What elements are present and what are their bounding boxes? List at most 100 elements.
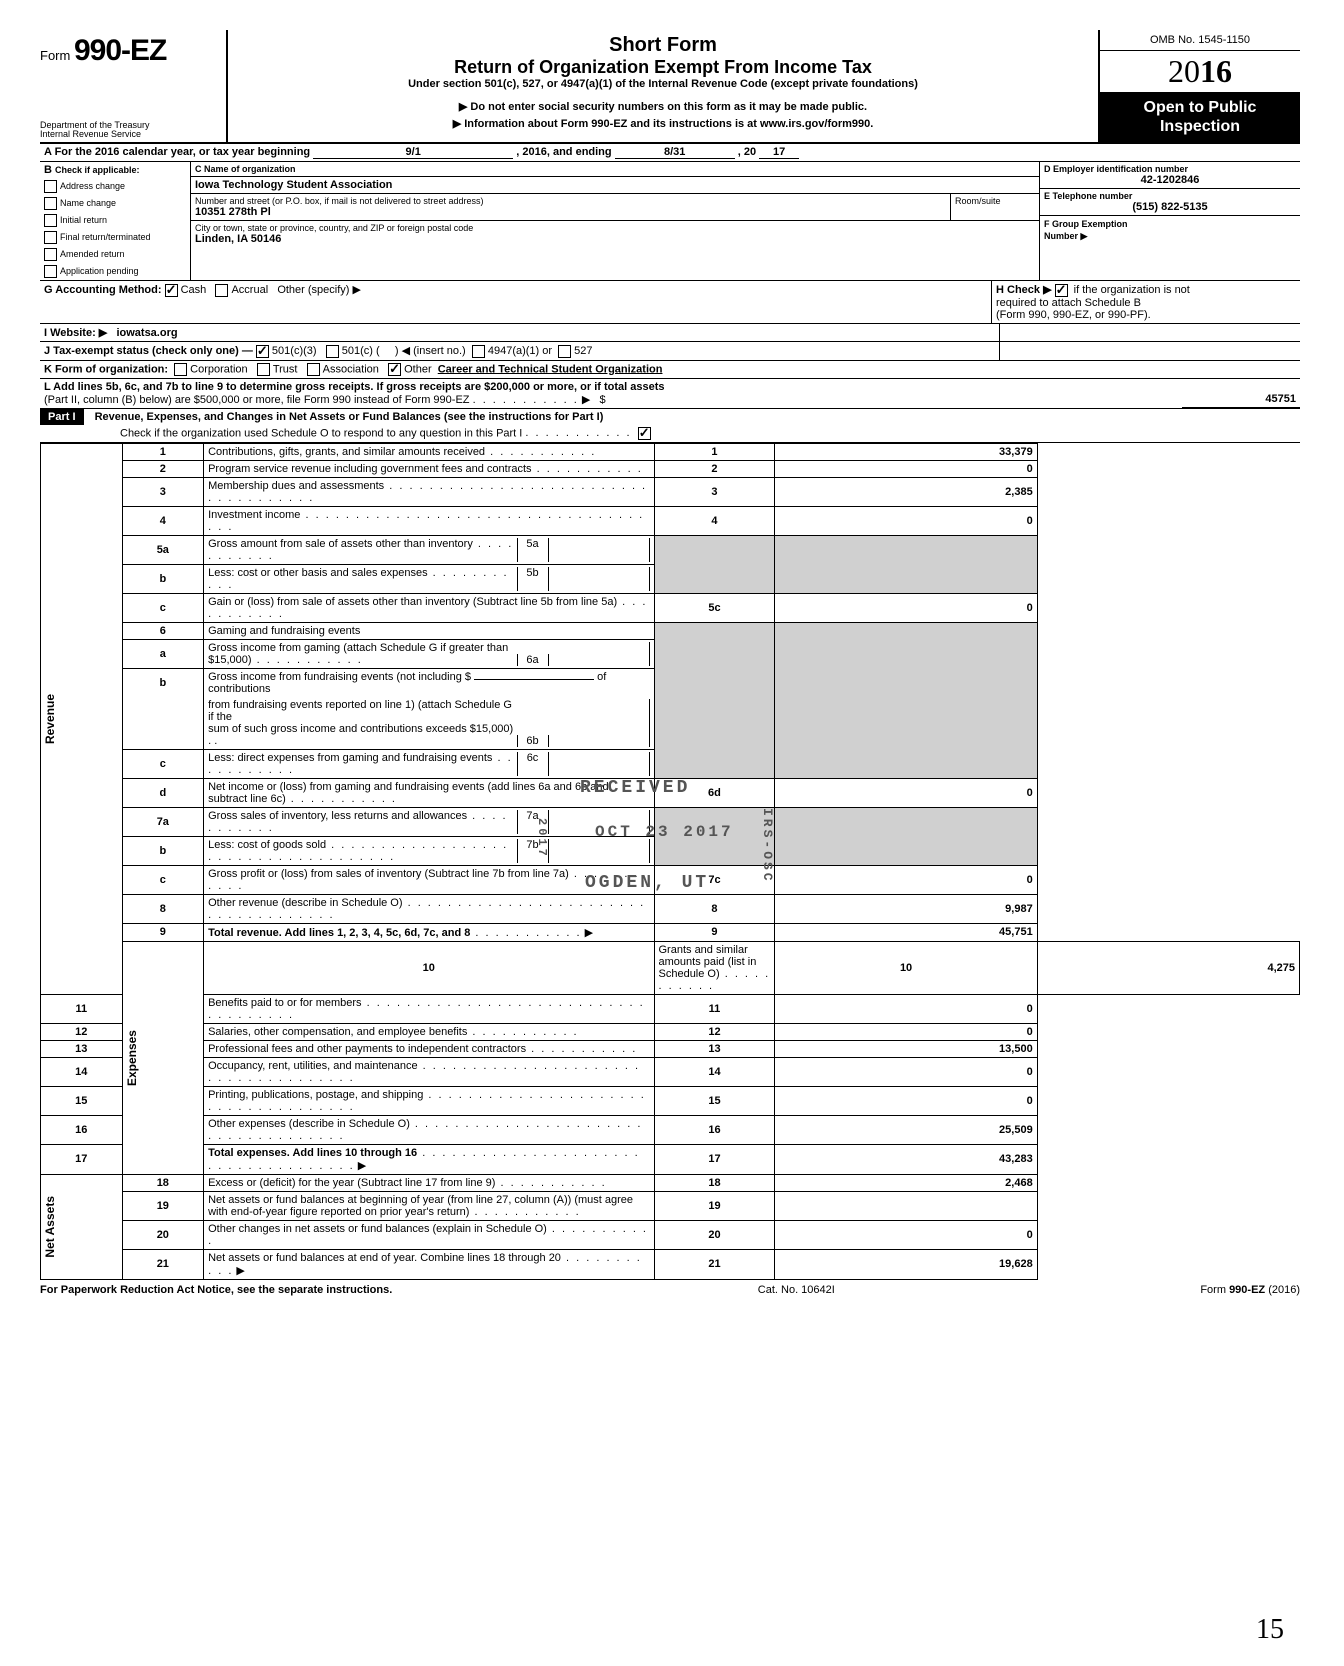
line-12-amt: 0 (775, 1023, 1037, 1040)
ck-pending[interactable] (44, 265, 57, 278)
line-2-text: Program service revenue including govern… (208, 463, 531, 475)
line-11: 11 Benefits paid to or for members 11 0 (41, 994, 1300, 1023)
form-header: Form 990-EZ Department of the Treasury I… (40, 30, 1300, 144)
line-12: 12 Salaries, other compensation, and emp… (41, 1023, 1300, 1040)
i-label: I Website: ▶ (44, 327, 107, 339)
ck-corp[interactable] (174, 363, 187, 376)
expenses-side-label: Expenses (123, 1026, 141, 1090)
line-6c-text: Less: direct expenses from gaming and fu… (208, 752, 492, 764)
box-6b: 6b (517, 735, 549, 747)
box-def: D Employer identification number 42-1202… (1040, 162, 1300, 280)
box-5b: 5b (517, 567, 549, 591)
f-label2: Number ▶ (1044, 231, 1087, 241)
line-k: K Form of organization: Corporation Trus… (40, 360, 1300, 378)
ck-other-org[interactable] (388, 363, 401, 376)
line-15-text: Printing, publications, postage, and shi… (208, 1089, 423, 1101)
line-h: H Check ▶ if the organization is not req… (991, 281, 1300, 323)
title-return: Return of Organization Exempt From Incom… (236, 57, 1090, 78)
ck-cash[interactable] (165, 284, 178, 297)
period-begin: 9/1 (313, 146, 513, 159)
line-12-text: Salaries, other compensation, and employ… (208, 1026, 467, 1038)
g-label: G Accounting Method: (44, 284, 162, 296)
line-7c-amt: 0 (775, 865, 1037, 894)
b-pending: Application pending (40, 263, 190, 280)
dept-line2: Internal Revenue Service (40, 130, 220, 140)
room-label: Room/suite (950, 194, 1039, 220)
f-label: F Group Exemption (1044, 219, 1128, 229)
line-1: Revenue 1 Contributions, gifts, grants, … (41, 443, 1300, 460)
l-text1: L Add lines 5b, 6c, and 7b to line 9 to … (44, 381, 665, 393)
open-to-public: Open to Public Inspection (1100, 92, 1300, 142)
line-2-amt: 0 (775, 460, 1037, 477)
line-3-text: Membership dues and assessments (208, 480, 384, 492)
box-b: B Check if applicable: Address change Na… (40, 162, 191, 280)
lines-area: RECEIVED OCT 23 2017 OGDEN, UT IRS-OSC 2… (40, 443, 1300, 1280)
line-5c-amt: 0 (775, 593, 1037, 622)
line-5a: 5a Gross amount from sale of assets othe… (41, 535, 1300, 564)
line-13-amt: 13,500 (775, 1040, 1037, 1057)
ck-name[interactable] (44, 197, 57, 210)
part1-title: Revenue, Expenses, and Changes in Net As… (87, 411, 604, 423)
ck-initial[interactable] (44, 214, 57, 227)
line-18-text: Excess or (deficit) for the year (Subtra… (208, 1177, 495, 1189)
j-label: J Tax-exempt status (check only one) — (44, 345, 253, 357)
line-4-text: Investment income (208, 509, 300, 521)
ck-trust[interactable] (257, 363, 270, 376)
line-2: 2 Program service revenue including gove… (41, 460, 1300, 477)
line-20: 20 Other changes in net assets or fund b… (41, 1220, 1300, 1249)
line-gh: G Accounting Method: Cash Accrual Other … (40, 280, 1300, 323)
ck-schedule-o[interactable] (638, 427, 651, 440)
line-l: L Add lines 5b, 6c, and 7b to line 9 to … (40, 378, 1300, 409)
footer-mid: Cat. No. 10642I (758, 1284, 835, 1296)
ck-4947[interactable] (472, 345, 485, 358)
k-assoc: Association (323, 363, 379, 375)
ck-501c3[interactable] (256, 345, 269, 358)
street: 10351 278th Pl (195, 206, 946, 218)
k-corp: Corporation (190, 363, 247, 375)
line-20-amt: 0 (775, 1220, 1037, 1249)
k-other-value: Career and Technical Student Organizatio… (438, 363, 663, 375)
box-b-label: B Check if applicable: (40, 162, 190, 178)
dept-block: Department of the Treasury Internal Reve… (40, 121, 220, 141)
citystate-block: City or town, state or province, country… (191, 221, 1039, 247)
j-527: 527 (574, 345, 592, 357)
g-other: Other (specify) ▶ (277, 284, 361, 296)
ck-h[interactable] (1055, 284, 1068, 297)
form-number-text: 990-EZ (74, 34, 166, 67)
ck-527[interactable] (558, 345, 571, 358)
irs-osc-stamp: IRS-OSC (760, 808, 775, 884)
line-9-amt: 45,751 (775, 923, 1037, 941)
line-5b-text: Less: cost or other basis and sales expe… (208, 567, 428, 579)
ogden-stamp: OGDEN, UT (585, 873, 709, 893)
e-label: E Telephone number (1044, 191, 1296, 201)
ck-final[interactable] (44, 231, 57, 244)
b-address-change: Address change (40, 178, 190, 195)
website: iowatsa.org (116, 327, 177, 339)
box-e: E Telephone number (515) 822-5135 (1040, 189, 1300, 216)
ck-address[interactable] (44, 180, 57, 193)
ck-assoc[interactable] (307, 363, 320, 376)
top-info-block: B Check if applicable: Address change Na… (40, 162, 1300, 280)
line-3: 3 Membership dues and assessments 3 2,38… (41, 477, 1300, 506)
org-name: Iowa Technology Student Association (191, 177, 1039, 194)
line-8-amt: 9,987 (775, 894, 1037, 923)
line-14-amt: 0 (775, 1057, 1037, 1086)
k-other: Other (404, 363, 432, 375)
period-text: A For the 2016 calendar year, or tax yea… (40, 144, 1300, 161)
ck-accrual[interactable] (215, 284, 228, 297)
line-9-text: Total revenue. Add lines 1, 2, 3, 4, 5c,… (208, 927, 470, 939)
netassets-side-label: Net Assets (41, 1192, 59, 1262)
line-11-text: Benefits paid to or for members (208, 997, 361, 1009)
info-note: Information about Form 990-EZ and its in… (236, 117, 1090, 130)
ck-amended[interactable] (44, 248, 57, 261)
ck-501c[interactable] (326, 345, 339, 358)
line-21-amt: 19,628 (775, 1249, 1037, 1279)
line-i: I Website: ▶ iowatsa.org (40, 323, 1300, 341)
g-accrual: Accrual (231, 284, 268, 296)
line-15-amt: 0 (775, 1086, 1037, 1115)
line-13-text: Professional fees and other payments to … (208, 1043, 526, 1055)
b-name-change: Name change (40, 195, 190, 212)
line-11-amt: 0 (775, 994, 1037, 1023)
form-990ez-page: SCANNED NOV 07 2017 Form 990-EZ Departme… (40, 30, 1300, 1296)
box-5a: 5a (517, 538, 549, 562)
